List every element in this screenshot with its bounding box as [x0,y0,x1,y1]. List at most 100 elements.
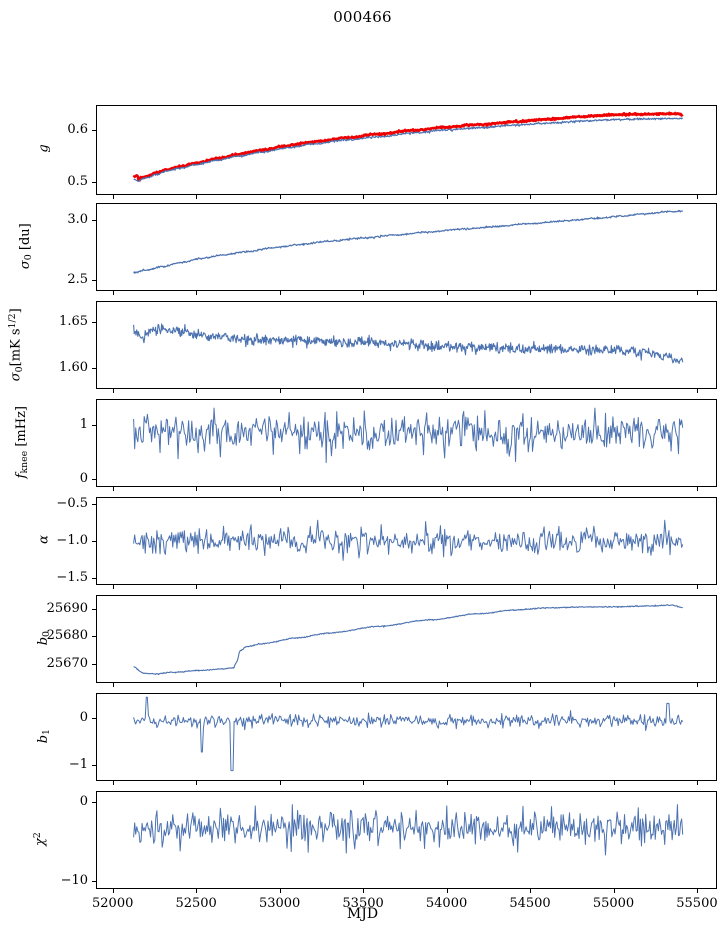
y-axis-label: fknee [mHz] [13,405,31,479]
x-tick-mark [196,781,198,785]
y-tick-mark [92,541,96,543]
y-tick-mark [92,219,96,221]
x-tick-mark [446,195,448,199]
x-tick-mark [530,781,532,785]
x-tick-mark [446,889,448,893]
x-tick-mark [696,291,699,295]
x-tick-mark [196,389,198,393]
x-tick-mark [613,585,615,589]
x-tick-mark [112,291,114,295]
x-tick-label: 53000 [258,896,301,911]
x-tick-mark [363,487,365,491]
x-tick-mark [363,683,365,687]
x-tick-mark [112,781,114,785]
y-tick-label: 0.6 [67,122,88,138]
y-tick-mark [92,802,96,804]
x-tick-mark [363,195,365,199]
x-tick-mark [446,683,448,687]
x-axis-label: MJD [346,906,379,922]
series-f_knee [134,408,683,462]
x-tick-mark [530,683,532,687]
x-tick-label: 53500 [342,896,384,911]
x-tick-mark [196,889,198,893]
x-tick-mark [363,585,365,589]
y-tick-label: 1 [79,416,88,432]
y-tick-label: 1.65 [59,314,88,330]
y-tick-label: −10 [60,872,88,888]
y-tick-mark [92,322,96,324]
plot-panel-b [96,595,717,683]
plot-panel-fkneemhz [96,399,717,487]
x-tick-mark [446,585,448,589]
x-tick-mark [279,389,281,393]
plot-panel- [96,497,717,585]
x-tick-mark [613,683,615,687]
y-tick-mark [92,577,96,580]
y-tick-mark [92,718,96,720]
x-tick-label: 52000 [92,896,134,911]
x-tick-mark [530,291,532,295]
x-tick-mark [112,585,114,589]
x-tick-mark [613,291,615,295]
x-tick-mark [613,487,615,491]
series-alpha [134,520,683,560]
y-tick-mark [92,478,96,480]
y-tick-label: 0 [79,710,88,726]
plot-panel- [96,791,717,889]
x-tick-mark [530,889,532,893]
x-tick-mark [530,585,532,589]
y-tick-mark [92,636,96,638]
series-g_red [134,113,683,181]
y-axis-label: χ2 [31,832,49,847]
x-tick-mark [112,889,114,893]
x-tick-mark [446,781,448,785]
y-tick-label: 3.0 [67,211,88,227]
plot-panel-mks12 [96,301,717,389]
plot-panel-b [96,693,717,781]
series-chi2 [134,805,683,855]
x-tick-mark [696,585,699,589]
x-tick-mark [279,585,281,589]
x-tick-mark [279,889,281,893]
x-tick-mark [196,683,198,687]
y-tick-label: 0.5 [67,174,88,190]
y-axis-label: g [36,144,52,153]
y-tick-label: 2.5 [67,272,88,288]
y-tick-mark [92,880,96,882]
y-tick-mark [92,608,96,610]
series-sigma0_du [134,210,683,273]
series-b0 [134,605,683,675]
x-tick-mark [112,683,114,687]
x-tick-mark [112,195,114,199]
y-tick-mark [92,504,96,506]
y-tick-label: −1.0 [56,533,88,548]
x-tick-mark [363,781,365,785]
y-tick-label: 25680 [46,628,88,644]
y-tick-mark [92,130,96,132]
x-tick-mark [279,487,281,491]
y-tick-label: 25690 [46,600,88,616]
y-tick-label: 0 [79,794,88,810]
y-tick-mark [92,182,96,184]
y-tick-label: −1 [68,756,88,772]
plot-panel-g [96,105,717,195]
x-tick-mark [696,683,699,687]
x-tick-mark [446,389,448,393]
x-tick-label: 52500 [175,896,217,911]
x-tick-mark [696,389,699,393]
y-tick-label: 1.60 [59,359,88,375]
y-tick-label: 25670 [46,655,88,671]
x-tick-mark [279,291,281,295]
x-tick-mark [279,781,281,785]
x-tick-label: 54000 [425,896,468,911]
x-tick-mark [530,195,532,199]
x-tick-mark [112,487,114,491]
y-tick-mark [92,367,96,369]
x-tick-label: 55000 [592,896,635,911]
x-tick-mark [363,889,365,893]
series-sigma0_mK [134,324,683,364]
x-tick-mark [196,585,198,589]
x-tick-mark [696,195,699,199]
x-tick-mark [696,487,699,491]
x-tick-mark [112,389,114,393]
